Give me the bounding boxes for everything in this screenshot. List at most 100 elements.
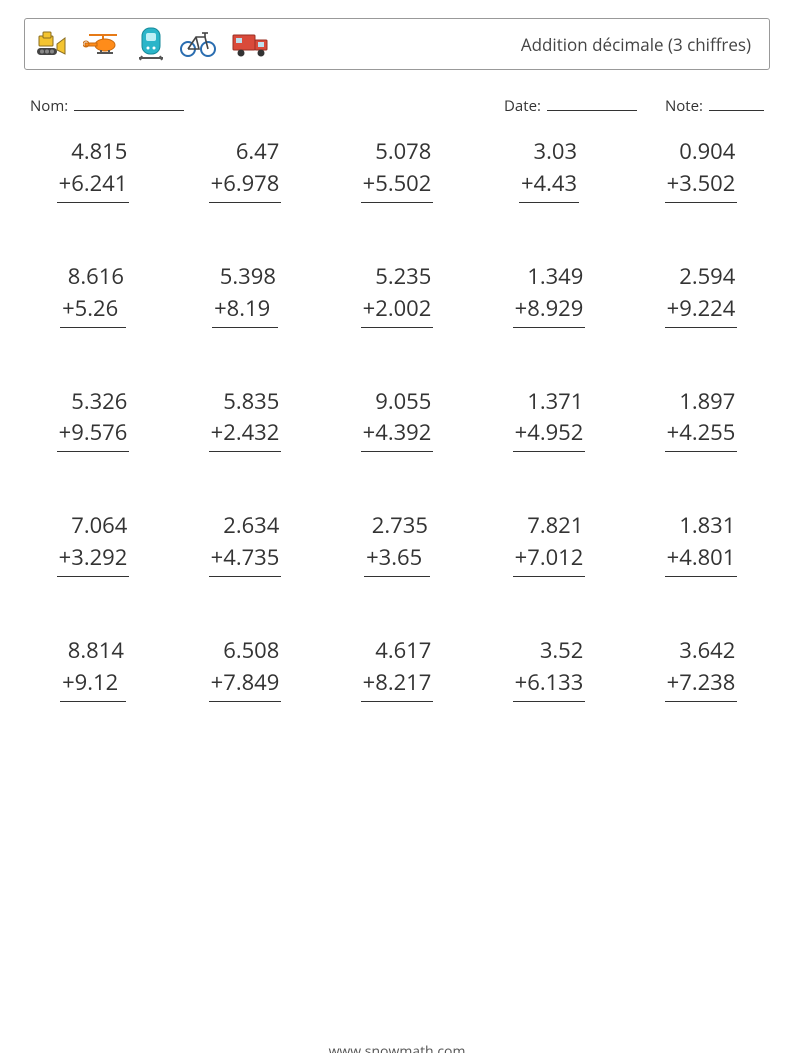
addend-top: 8.616 xyxy=(62,261,124,293)
problem-cell: 6.5087.849 xyxy=(186,635,304,702)
addend-bottom: 6.241 xyxy=(59,168,128,200)
addend-bottom: 5.26 xyxy=(62,293,124,325)
addend-top: 9.055 xyxy=(363,386,432,418)
train-icon xyxy=(137,26,165,62)
problem-cell: 5.3988.19 xyxy=(186,261,304,328)
addend-top: 2.594 xyxy=(667,261,736,293)
addition-problem: 1.3714.952 xyxy=(513,386,586,453)
bulldozer-icon xyxy=(35,30,69,58)
addend-top: 5.235 xyxy=(363,261,432,293)
addend-top: 0.904 xyxy=(667,136,736,168)
worksheet-title: Addition décimale (3 chiffres) xyxy=(521,33,751,56)
addend-top: 1.371 xyxy=(515,386,584,418)
addend-bottom: 4.801 xyxy=(667,542,736,574)
addition-problem: 4.8156.241 xyxy=(57,136,130,203)
addition-problem: 1.8974.255 xyxy=(665,386,738,453)
problem-cell: 8.8149.12 xyxy=(34,635,152,702)
addend-top: 1.831 xyxy=(667,510,736,542)
problem-cell: 4.6178.217 xyxy=(338,635,456,702)
addend-top: 6.47 xyxy=(211,136,280,168)
addend-top: 4.617 xyxy=(363,635,432,667)
note-field: Note: xyxy=(665,96,764,116)
addend-top: 3.52 xyxy=(515,635,584,667)
addend-bottom: 5.502 xyxy=(363,168,432,200)
addition-problem: 5.3988.19 xyxy=(212,261,278,328)
addend-bottom: 4.392 xyxy=(363,417,432,449)
problem-cell: 7.8217.012 xyxy=(490,510,608,577)
addend-top: 8.814 xyxy=(62,635,124,667)
addition-problem: 8.6165.26 xyxy=(60,261,126,328)
addition-problem: 8.8149.12 xyxy=(60,635,126,702)
addend-bottom: 7.849 xyxy=(211,667,280,699)
meta-row: Nom: Date: Note: xyxy=(30,96,764,116)
addition-problem: 5.0785.502 xyxy=(361,136,434,203)
addition-problem: 7.8217.012 xyxy=(513,510,586,577)
addition-problem: 3.6427.238 xyxy=(665,635,738,702)
problem-cell: 2.5949.224 xyxy=(642,261,760,328)
name-blank[interactable] xyxy=(74,96,184,111)
addend-bottom: 3.292 xyxy=(59,542,128,574)
addend-bottom: 3.502 xyxy=(667,168,736,200)
addition-problem: 2.5949.224 xyxy=(665,261,738,328)
date-blank[interactable] xyxy=(547,96,637,111)
addend-top: 3.03 xyxy=(521,136,577,168)
worksheet-page: Addition décimale (3 chiffres) Nom: Date… xyxy=(0,0,794,702)
problem-cell: 1.3714.952 xyxy=(490,386,608,453)
addition-problem: 5.3269.576 xyxy=(57,386,130,453)
header-box: Addition décimale (3 chiffres) xyxy=(24,18,770,70)
addend-top: 7.064 xyxy=(59,510,128,542)
addition-problem: 1.8314.801 xyxy=(665,510,738,577)
addend-bottom: 4.952 xyxy=(515,417,584,449)
addend-bottom: 8.19 xyxy=(214,293,276,325)
addition-problem: 9.0554.392 xyxy=(361,386,434,453)
addend-bottom: 8.929 xyxy=(515,293,584,325)
name-label: Nom: xyxy=(30,96,68,116)
addition-problem: 0.9043.502 xyxy=(665,136,738,203)
addend-bottom: 4.735 xyxy=(211,542,280,574)
addend-top: 5.326 xyxy=(59,386,128,418)
problem-cell: 3.6427.238 xyxy=(642,635,760,702)
addend-bottom: 9.224 xyxy=(667,293,736,325)
problem-cell: 1.3498.929 xyxy=(490,261,608,328)
problem-cell: 1.8314.801 xyxy=(642,510,760,577)
addend-bottom: 4.255 xyxy=(667,417,736,449)
note-label: Note: xyxy=(665,96,703,116)
addend-top: 1.349 xyxy=(515,261,584,293)
problems-grid: 4.8156.241 6.476.978 5.0785.502 3.034.43… xyxy=(24,136,770,702)
addend-bottom: 2.432 xyxy=(211,417,280,449)
problem-cell: 8.6165.26 xyxy=(34,261,152,328)
date-label: Date: xyxy=(504,96,541,116)
problem-cell: 3.034.43 xyxy=(490,136,608,203)
note-blank[interactable] xyxy=(709,96,764,111)
addend-top: 1.897 xyxy=(667,386,736,418)
addend-bottom: 8.217 xyxy=(363,667,432,699)
truck-icon xyxy=(231,30,271,58)
addition-problem: 6.5087.849 xyxy=(209,635,282,702)
problem-cell: 2.7353.65 xyxy=(338,510,456,577)
problem-cell: 6.476.978 xyxy=(186,136,304,203)
addition-problem: 1.3498.929 xyxy=(513,261,586,328)
addend-top: 2.735 xyxy=(366,510,428,542)
problem-cell: 5.2352.002 xyxy=(338,261,456,328)
addition-problem: 6.476.978 xyxy=(209,136,282,203)
problem-cell: 1.8974.255 xyxy=(642,386,760,453)
addend-bottom: 3.65 xyxy=(366,542,428,574)
addend-bottom: 4.43 xyxy=(521,168,577,200)
addition-problem: 4.6178.217 xyxy=(361,635,434,702)
addition-problem: 2.6344.735 xyxy=(209,510,282,577)
addend-top: 6.508 xyxy=(211,635,280,667)
problem-cell: 0.9043.502 xyxy=(642,136,760,203)
addend-bottom: 9.12 xyxy=(62,667,124,699)
date-field: Date: xyxy=(504,96,637,116)
addend-bottom: 6.978 xyxy=(211,168,280,200)
problem-cell: 5.8352.432 xyxy=(186,386,304,453)
addend-bottom: 9.576 xyxy=(59,417,128,449)
addend-top: 4.815 xyxy=(59,136,128,168)
addend-top: 5.078 xyxy=(363,136,432,168)
problem-cell: 4.8156.241 xyxy=(34,136,152,203)
addend-top: 5.835 xyxy=(211,386,280,418)
addend-top: 2.634 xyxy=(211,510,280,542)
addend-top: 3.642 xyxy=(667,635,736,667)
problem-cell: 2.6344.735 xyxy=(186,510,304,577)
addend-bottom: 7.238 xyxy=(667,667,736,699)
